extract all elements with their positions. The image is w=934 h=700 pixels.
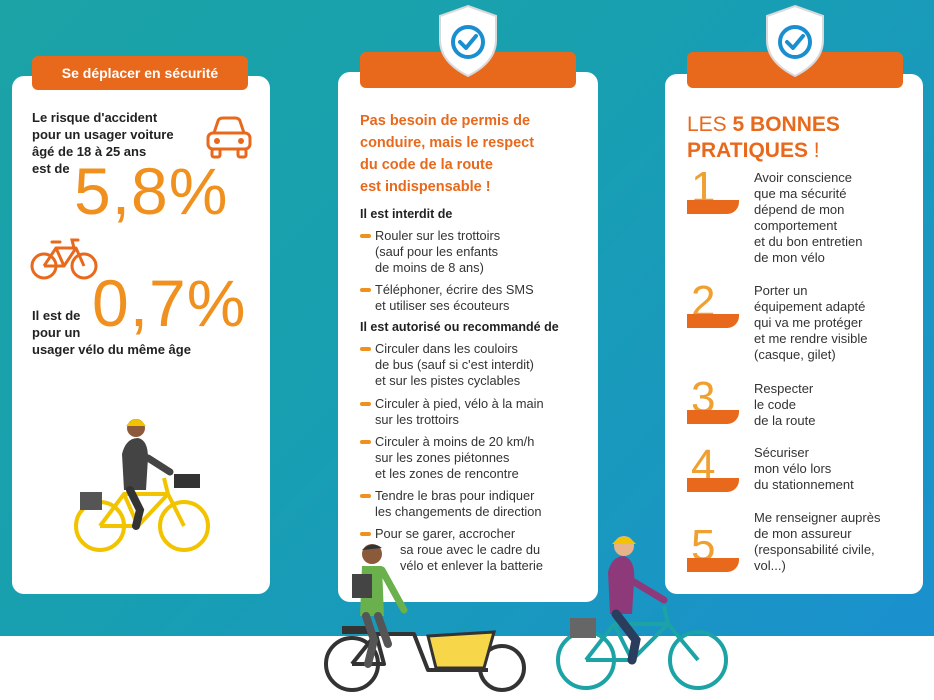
allowed-item: Circuler à moins de 20 km/h sur les zone…	[360, 434, 534, 482]
risk-bike-value: 0,7%	[92, 266, 247, 340]
allowed-item: Pour se garer, accrocher sa roue avec le…	[360, 526, 543, 574]
shield-check-icon	[766, 4, 824, 78]
cargo-bike-illustration	[324, 544, 526, 692]
practice-number: 5	[687, 522, 739, 572]
woman-cyclist-illustration	[556, 536, 728, 690]
practice-text: Avoir conscience que ma sécurité dépend de…	[754, 170, 863, 265]
risk-car-text: Le risque d'accident pour un usager voit…	[32, 110, 174, 176]
rules-lead: Pas besoin de permis de conduire, mais l…	[360, 113, 535, 195]
allowed-item: Tendre le bras pour indiquer les changem…	[360, 488, 541, 520]
card-rules	[338, 72, 598, 602]
forbidden-item: Rouler sur les trottoirs (sauf pour les …	[360, 228, 500, 276]
practice-text: Sécuriser mon vélo lors du stationnement	[754, 445, 854, 492]
practices-title: LES 5 BONNES PRATIQUES !	[687, 113, 840, 162]
practice-number: 1	[687, 164, 739, 214]
practice-number: 3	[687, 374, 739, 424]
practice-number: 4	[687, 442, 739, 492]
allowed-item: Circuler à pied, vélo à la main sur les …	[360, 396, 544, 428]
forbidden-title: Il est interdit de	[360, 207, 453, 221]
bicycle-icon	[30, 238, 98, 280]
practice-number: 2	[687, 278, 739, 328]
card1-banner: Se déplacer en sécurité	[32, 56, 248, 90]
practice-text: Porter un équipement adapté qui va me prot…	[754, 283, 868, 362]
practice-text: Respecter le code de la route	[754, 381, 816, 428]
shield-check-icon	[439, 4, 497, 78]
allowed-title: Il est autorisé ou recommandé de	[360, 320, 559, 334]
risk-bike-text: Il est de pour un usager vélo du même âg…	[32, 308, 191, 357]
card-best-practices	[665, 74, 923, 594]
allowed-item: Circuler dans les couloirs de bus (sauf …	[360, 341, 534, 389]
risk-car-value: 5,8%	[74, 154, 229, 228]
cyclist-illustration	[74, 419, 210, 552]
car-icon	[206, 116, 252, 159]
forbidden-item: Téléphoner, écrire des SMS et utiliser s…	[360, 282, 534, 314]
practice-text: Me renseigner auprès de mon assureur (resp…	[754, 510, 881, 573]
